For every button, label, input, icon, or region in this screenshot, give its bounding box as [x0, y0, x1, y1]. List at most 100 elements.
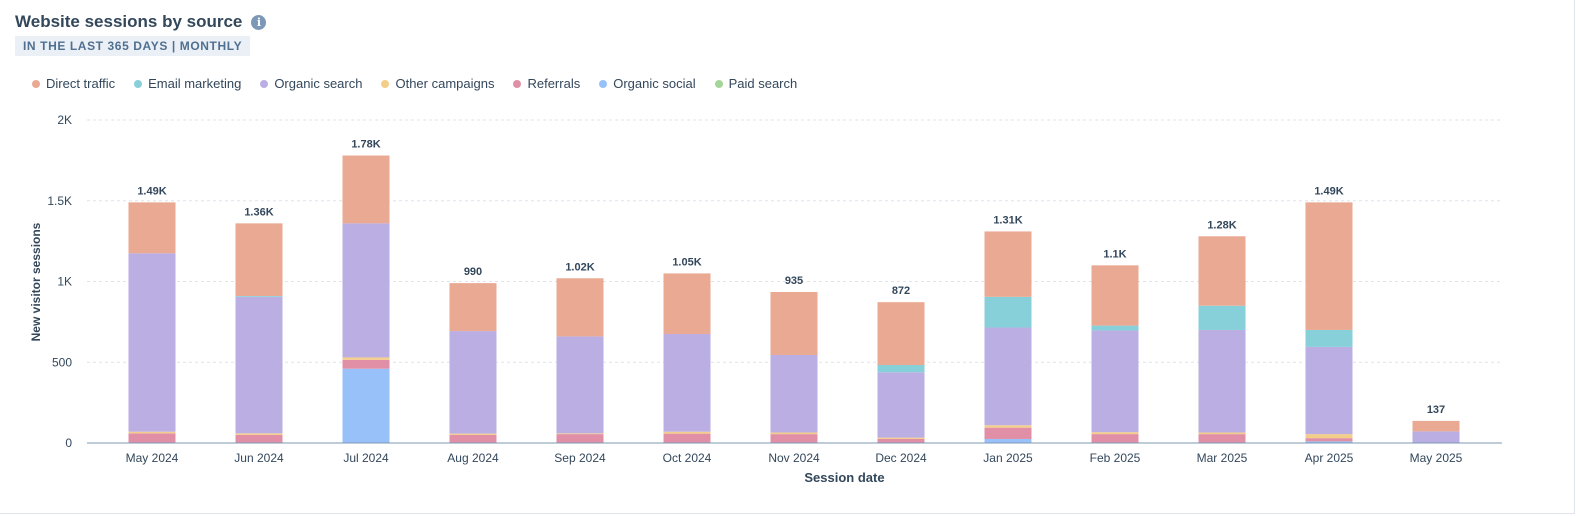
bar-segment-organic-search[interactable]: [556, 336, 604, 434]
bar-segment-organic-search[interactable]: [235, 296, 283, 434]
bar-segment-other-campaigns[interactable]: [1305, 434, 1353, 439]
legend-label: Organic search: [274, 76, 363, 91]
bar-segment-other-campaigns[interactable]: [770, 432, 818, 435]
bar-total-label: 1.05K: [672, 256, 701, 268]
legend-label: Referrals: [527, 76, 581, 91]
info-icon[interactable]: i: [251, 14, 267, 30]
legend-label: Direct traffic: [46, 76, 116, 91]
bar-segment-other-campaigns[interactable]: [235, 433, 283, 435]
legend-item-organic-social[interactable]: Organic social: [599, 76, 696, 91]
bar-segment-email-marketing[interactable]: [1198, 305, 1246, 330]
bar-segment-other-campaigns[interactable]: [663, 431, 711, 434]
legend-dot-organic-social: [599, 79, 608, 88]
x-tick-label: May 2025: [1410, 451, 1463, 465]
bar-segment-organic-search[interactable]: [342, 223, 390, 358]
y-tick-label: 2K: [57, 113, 72, 127]
bar-total-label: 1.02K: [565, 261, 594, 273]
bar-segment-organic-search[interactable]: [449, 331, 497, 434]
bar-segment-email-marketing[interactable]: [235, 296, 283, 297]
legend-dot-paid-search: [714, 79, 723, 88]
bar-segment-referrals[interactable]: [770, 434, 818, 443]
date-range-badge: IN THE LAST 365 DAYS | MONTHLY: [15, 36, 251, 56]
legend-item-paid-search[interactable]: Paid search: [714, 76, 798, 91]
bar-segment-organic-social[interactable]: [1305, 441, 1353, 443]
bar-segment-direct-traffic[interactable]: [449, 283, 497, 332]
x-tick-label: Mar 2025: [1197, 451, 1248, 465]
legend-item-referrals[interactable]: Referrals: [513, 76, 580, 91]
bar-segment-other-campaigns[interactable]: [1198, 432, 1246, 435]
legend-item-email-marketing[interactable]: Email marketing: [134, 76, 241, 91]
bar-segment-direct-traffic[interactable]: [984, 231, 1032, 297]
y-tick-label: 1K: [57, 275, 72, 289]
bar-segment-organic-search[interactable]: [1305, 346, 1353, 435]
bar-segment-email-marketing[interactable]: [877, 364, 925, 373]
bar-segment-referrals[interactable]: [1091, 434, 1139, 443]
legend-dot-organic-search: [260, 79, 269, 88]
bar-segment-email-marketing[interactable]: [1091, 325, 1139, 331]
bar-segment-referrals[interactable]: [342, 359, 390, 369]
bar-segment-referrals[interactable]: [877, 438, 925, 443]
x-tick-label: Jul 2024: [343, 451, 389, 465]
bar-segment-other-campaigns[interactable]: [556, 433, 604, 435]
bar-segment-organic-search[interactable]: [984, 327, 1032, 426]
bar-total-label: 1.78K: [351, 139, 380, 151]
bar-segment-referrals[interactable]: [1305, 438, 1353, 442]
bar-segment-direct-traffic[interactable]: [770, 291, 818, 355]
bar-total-label: 872: [892, 285, 910, 297]
bar-segment-referrals[interactable]: [1198, 434, 1246, 443]
legend-dot-other-campaigns: [381, 79, 390, 88]
bar-segment-direct-traffic[interactable]: [877, 302, 925, 365]
bar-segment-organic-search[interactable]: [877, 372, 925, 438]
bar-segment-other-campaigns[interactable]: [877, 437, 925, 439]
legend-item-organic-search[interactable]: Organic search: [260, 76, 362, 91]
bar-total-label: 1.1K: [1103, 248, 1126, 260]
x-tick-label: Jun 2024: [234, 451, 284, 465]
bar-segment-referrals[interactable]: [556, 434, 604, 443]
bar-segment-direct-traffic[interactable]: [1412, 420, 1460, 432]
bar-segment-direct-traffic[interactable]: [663, 273, 711, 334]
legend-label: Paid search: [728, 76, 798, 91]
bar-segment-organic-search[interactable]: [770, 354, 818, 433]
bar-total-label: 990: [464, 266, 482, 278]
bar-total-label: 137: [1427, 404, 1445, 416]
bar-segment-direct-traffic[interactable]: [1198, 236, 1246, 306]
bar-segment-other-campaigns[interactable]: [984, 425, 1032, 428]
bar-segment-organic-search[interactable]: [663, 333, 711, 432]
bar-segment-referrals[interactable]: [663, 433, 711, 443]
bar-segment-other-campaigns[interactable]: [128, 431, 176, 434]
bar-segment-other-campaigns[interactable]: [449, 433, 497, 435]
bar-segment-other-campaigns[interactable]: [1091, 432, 1139, 435]
bar-segment-organic-social[interactable]: [984, 438, 1032, 443]
bar-segment-direct-traffic[interactable]: [556, 278, 604, 337]
bar-segment-referrals[interactable]: [128, 433, 176, 443]
x-tick-label: Feb 2025: [1090, 451, 1141, 465]
legend-item-direct-traffic[interactable]: Direct traffic: [32, 76, 115, 91]
title-row: Website sessions by source i: [15, 12, 267, 32]
bar-segment-referrals[interactable]: [984, 427, 1032, 439]
bar-total-label: 935: [785, 275, 803, 287]
legend-label: Other campaigns: [395, 76, 495, 91]
bar-segment-direct-traffic[interactable]: [1305, 202, 1353, 330]
bar-segment-direct-traffic[interactable]: [128, 202, 176, 254]
x-tick-label: Aug 2024: [447, 451, 499, 465]
bar-segment-organic-search[interactable]: [128, 253, 176, 432]
y-tick-label: 500: [52, 355, 72, 369]
bar-segment-referrals[interactable]: [449, 434, 497, 443]
bar-segment-organic-search[interactable]: [1091, 330, 1139, 433]
bar-segment-other-campaigns[interactable]: [342, 357, 390, 360]
bar-segment-organic-search[interactable]: [1412, 431, 1460, 443]
bar-segment-email-marketing[interactable]: [1305, 329, 1353, 347]
bar-segment-direct-traffic[interactable]: [342, 155, 390, 224]
bar-segment-referrals[interactable]: [235, 434, 283, 443]
bar-segment-organic-social[interactable]: [342, 368, 390, 443]
y-tick-label: 1.5K: [47, 194, 72, 208]
bar-segment-direct-traffic[interactable]: [1091, 265, 1139, 326]
x-tick-label: Jan 2025: [983, 451, 1033, 465]
bar-segment-email-marketing[interactable]: [984, 296, 1032, 328]
bar-total-label: 1.28K: [1207, 219, 1236, 231]
bar-segment-organic-search[interactable]: [1198, 329, 1246, 433]
legend-item-other-campaigns[interactable]: Other campaigns: [381, 76, 494, 91]
x-tick-label: Sep 2024: [554, 451, 606, 465]
bar-segment-direct-traffic[interactable]: [235, 223, 283, 297]
